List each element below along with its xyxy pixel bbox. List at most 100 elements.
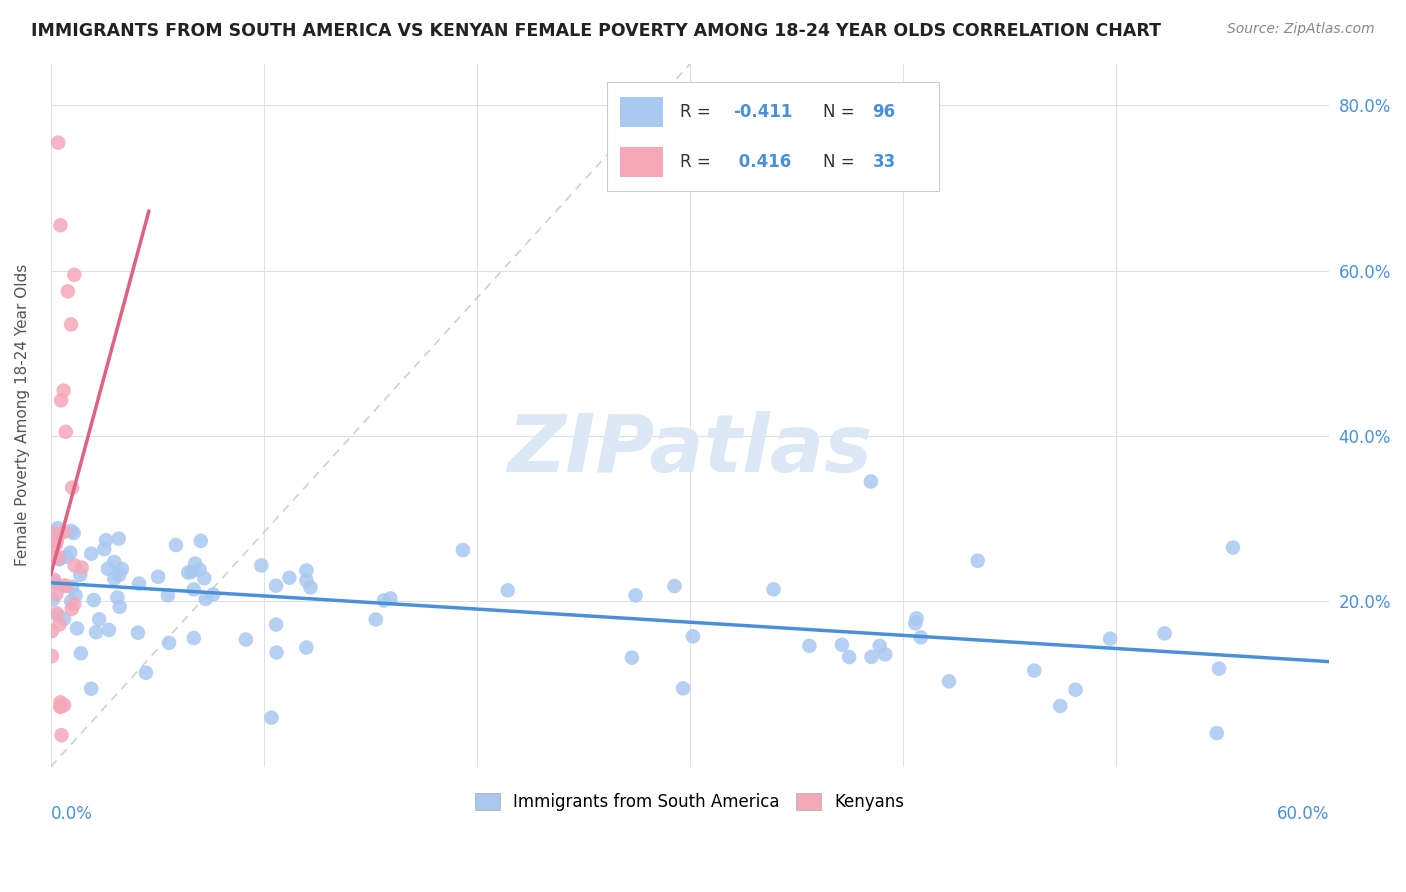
- Point: [295, 640, 318, 655]
- Point: [48, 550, 70, 565]
- Point: [180, 565, 202, 579]
- Point: [905, 611, 928, 625]
- Point: [177, 566, 200, 580]
- Point: [89, 612, 111, 626]
- Point: [299, 581, 322, 595]
- Point: [1099, 632, 1122, 646]
- Text: 60.0%: 60.0%: [1277, 805, 1329, 823]
- Point: [451, 543, 474, 558]
- Point: [41, 534, 63, 549]
- Point: [49, 695, 72, 709]
- Text: IMMIGRANTS FROM SOUTH AMERICA VS KENYAN FEMALE POVERTY AMONG 18-24 YEAR OLDS COR: IMMIGRANTS FROM SOUTH AMERICA VS KENYAN …: [31, 22, 1161, 40]
- Point: [373, 593, 395, 607]
- Point: [235, 632, 257, 647]
- Point: [46, 608, 69, 623]
- Point: [108, 599, 131, 614]
- Point: [624, 589, 647, 603]
- Legend: Immigrants from South America, Kenyans: Immigrants from South America, Kenyans: [468, 787, 911, 818]
- Point: [156, 588, 179, 602]
- Point: [1208, 662, 1230, 676]
- Point: [52, 384, 75, 398]
- Point: [875, 648, 897, 662]
- Point: [46, 521, 69, 535]
- Point: [859, 475, 882, 489]
- Point: [53, 579, 76, 593]
- Point: [260, 711, 283, 725]
- Point: [266, 645, 288, 659]
- Point: [55, 425, 77, 439]
- Point: [111, 562, 134, 576]
- Text: ZIPatlas: ZIPatlas: [508, 411, 872, 490]
- Point: [831, 638, 853, 652]
- Point: [45, 607, 67, 621]
- Point: [364, 613, 387, 627]
- Point: [48, 527, 70, 541]
- Point: [53, 698, 76, 713]
- Point: [380, 591, 402, 606]
- Point: [194, 591, 217, 606]
- Point: [56, 285, 79, 299]
- Point: [1064, 682, 1087, 697]
- Point: [188, 563, 211, 577]
- Point: [60, 580, 83, 594]
- Point: [1049, 698, 1071, 713]
- Point: [49, 699, 72, 714]
- Point: [69, 567, 91, 582]
- Point: [41, 549, 63, 564]
- Point: [80, 547, 103, 561]
- Point: [42, 525, 65, 540]
- Point: [165, 538, 187, 552]
- Point: [60, 481, 83, 495]
- Point: [264, 617, 287, 632]
- Point: [48, 617, 70, 632]
- Point: [190, 533, 212, 548]
- Point: [1222, 541, 1244, 555]
- Point: [45, 534, 67, 549]
- Point: [107, 532, 129, 546]
- Point: [146, 570, 169, 584]
- Point: [49, 393, 72, 408]
- Point: [938, 674, 960, 689]
- Point: [41, 649, 63, 664]
- Point: [63, 597, 86, 611]
- Point: [799, 639, 821, 653]
- Point: [183, 631, 205, 645]
- Point: [762, 582, 785, 597]
- Point: [135, 665, 157, 680]
- Point: [42, 573, 65, 587]
- Point: [250, 558, 273, 573]
- Point: [60, 594, 83, 608]
- Point: [1024, 664, 1046, 678]
- Point: [869, 639, 891, 653]
- Point: [62, 526, 84, 541]
- Point: [157, 636, 180, 650]
- Point: [1205, 726, 1227, 740]
- Y-axis label: Female Poverty Among 18-24 Year Olds: Female Poverty Among 18-24 Year Olds: [15, 264, 30, 566]
- Point: [66, 621, 89, 635]
- Point: [103, 572, 125, 586]
- Point: [910, 631, 932, 645]
- Point: [664, 579, 686, 593]
- Point: [45, 587, 67, 601]
- Point: [60, 524, 83, 538]
- Point: [295, 574, 318, 588]
- Point: [97, 562, 120, 576]
- Text: Source: ZipAtlas.com: Source: ZipAtlas.com: [1227, 22, 1375, 37]
- Point: [48, 552, 70, 566]
- Point: [53, 612, 76, 626]
- Point: [620, 650, 643, 665]
- Point: [295, 564, 318, 578]
- Point: [55, 579, 77, 593]
- Text: 0.0%: 0.0%: [51, 805, 93, 823]
- Point: [838, 650, 860, 665]
- Point: [65, 588, 87, 602]
- Point: [63, 268, 86, 282]
- Point: [184, 557, 207, 571]
- Point: [904, 616, 927, 631]
- Point: [672, 681, 695, 696]
- Point: [1153, 626, 1175, 640]
- Point: [103, 555, 125, 569]
- Point: [42, 534, 65, 549]
- Point: [83, 593, 105, 607]
- Point: [49, 218, 72, 232]
